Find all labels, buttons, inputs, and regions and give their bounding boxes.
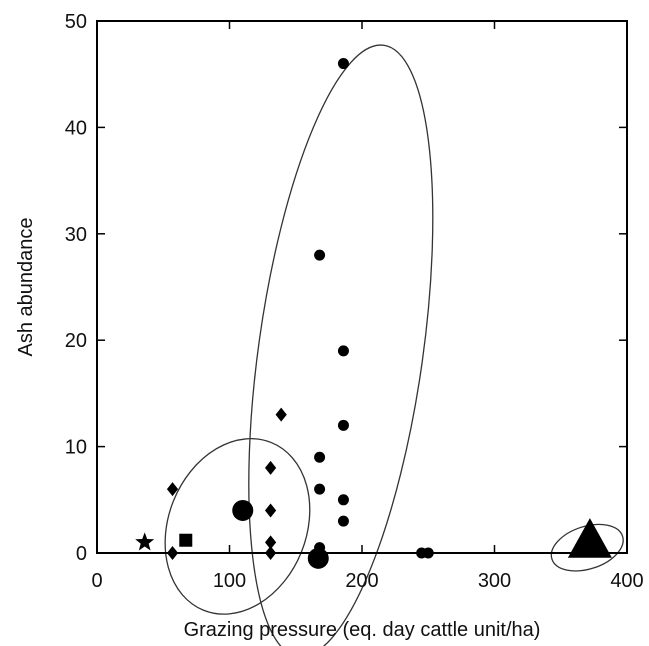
group-ellipse-3	[550, 523, 624, 572]
data-point-circle	[337, 515, 349, 527]
point-layer	[135, 58, 612, 569]
data-point-diamond	[166, 482, 179, 497]
x-tick-label: 300	[478, 570, 511, 592]
data-point-circle	[337, 419, 349, 431]
group-ellipse-2	[248, 44, 434, 646]
y-axis-ticks: 0 10 20 30 40 50	[65, 11, 627, 565]
data-point-square	[179, 533, 193, 547]
y-tick-label: 0	[76, 543, 87, 565]
data-point-circle	[337, 58, 349, 70]
data-point-circle	[337, 494, 349, 506]
group-ellipse-1	[164, 438, 311, 615]
data-point-circle	[337, 345, 349, 357]
y-tick-label: 50	[65, 11, 87, 33]
data-point-diamond	[275, 407, 287, 422]
plot-frame	[96, 20, 628, 554]
data-point-diamond	[264, 535, 277, 550]
data-point-circle	[314, 483, 326, 495]
axes-layer	[96, 20, 628, 554]
x-tick-label: 0	[91, 570, 102, 592]
x-axis-ticks: 0 100 200 300 400	[91, 21, 644, 592]
data-point-diamond	[264, 503, 277, 518]
data-point-star	[135, 532, 155, 551]
data-point-circle	[314, 249, 326, 261]
y-tick-label: 40	[65, 117, 87, 139]
data-point-circle	[232, 499, 254, 521]
y-tick-label: 20	[65, 330, 87, 352]
x-tick-label: 400	[610, 570, 643, 592]
x-tick-label: 100	[213, 570, 246, 592]
y-tick-label: 10	[65, 437, 87, 459]
data-point-triangle	[567, 518, 612, 558]
y-tick-label: 30	[65, 224, 87, 246]
data-point-diamond	[264, 460, 277, 475]
x-tick-label: 200	[345, 570, 378, 592]
x-axis-label: Grazing pressure (eq. day cattle unit/ha…	[184, 619, 541, 641]
data-point-circle	[314, 451, 326, 463]
y-axis-label: Ash abundance	[15, 217, 37, 356]
ellipse-layer	[164, 44, 624, 646]
data-point-circle	[314, 542, 326, 554]
